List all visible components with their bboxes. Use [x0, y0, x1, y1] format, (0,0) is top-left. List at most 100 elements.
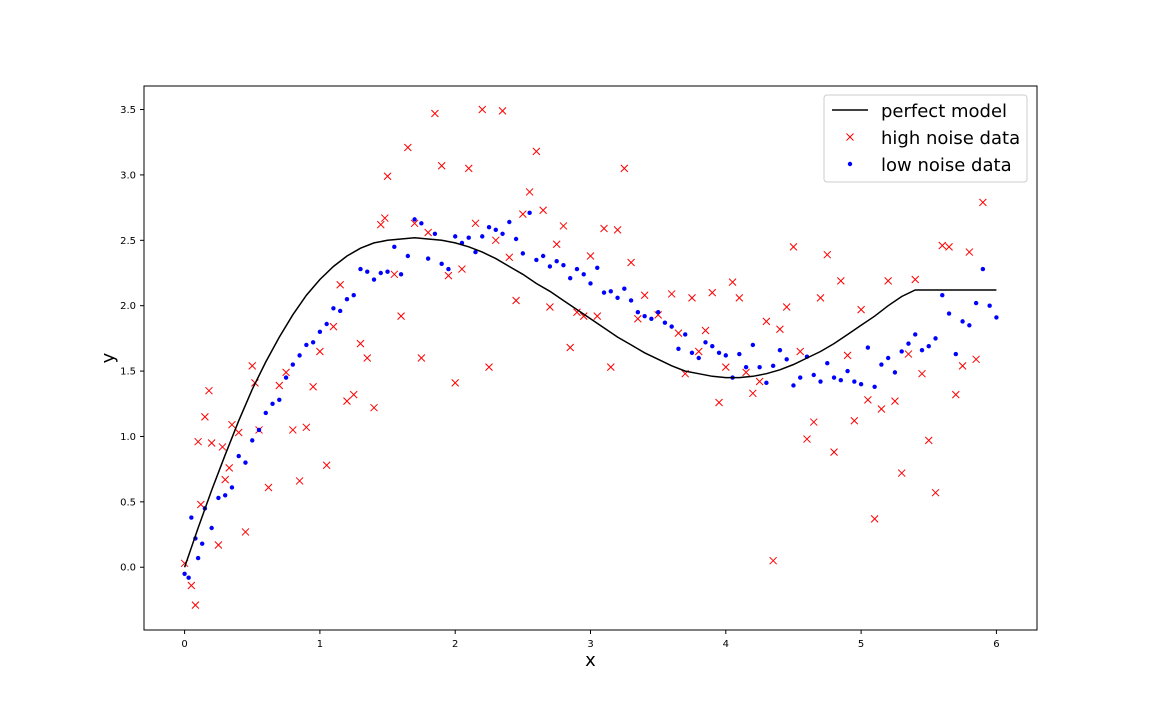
- high-noise-point: [424, 228, 432, 237]
- low-noise-point: [507, 219, 512, 225]
- low-noise-point: [919, 347, 925, 353]
- low-noise-point: [324, 321, 329, 327]
- low-noise-point: [186, 575, 191, 580]
- high-noise-point: [613, 225, 622, 234]
- low-noise-point: [845, 368, 850, 374]
- high-noise-point: [606, 363, 615, 372]
- y-tick-label: 2.5: [120, 236, 136, 247]
- high-noise-point: [931, 488, 940, 497]
- low-noise-point: [385, 269, 390, 274]
- high-noise-point: [573, 308, 581, 317]
- low-noise-point: [466, 235, 471, 240]
- high-noise-point: [228, 420, 236, 429]
- low-noise-point: [926, 344, 931, 349]
- low-noise-point: [195, 555, 201, 561]
- low-noise-point: [500, 231, 505, 236]
- high-noise-point: [187, 581, 196, 590]
- low-noise-point: [270, 401, 275, 406]
- low-noise-point: [649, 316, 654, 321]
- x-tick-label: 5: [858, 639, 864, 650]
- high-noise-point: [546, 303, 554, 311]
- high-noise-point: [864, 395, 872, 404]
- legend-dot-marker-swatch: [847, 161, 853, 167]
- low-noise-point: [216, 495, 221, 501]
- low-noise-point: [588, 281, 593, 286]
- high-noise-point: [336, 280, 345, 289]
- low-noise-point: [865, 345, 871, 350]
- low-noise-point: [290, 362, 296, 367]
- high-noise-point: [288, 426, 297, 434]
- high-noise-point: [600, 224, 608, 233]
- high-noise-point: [627, 258, 635, 267]
- series-1: [180, 105, 987, 610]
- high-noise-point: [532, 147, 541, 156]
- x-tick-label: 6: [993, 639, 999, 650]
- low-noise-point: [615, 295, 620, 301]
- low-noise-point: [655, 310, 661, 315]
- high-noise-point: [789, 242, 798, 251]
- low-noise-point: [683, 332, 688, 337]
- low-noise-point: [933, 336, 938, 341]
- high-noise-point: [322, 461, 331, 470]
- x-tick-label: 0: [181, 639, 187, 650]
- low-noise-point: [689, 350, 695, 355]
- high-noise-point: [225, 463, 234, 472]
- low-noise-point: [263, 410, 268, 416]
- low-noise-point: [777, 347, 783, 353]
- y-axis-ticks: 0.0 0.5 1.0 1.5 2.0 2.5 3.0 3.5: [120, 105, 144, 574]
- high-noise-point: [282, 368, 290, 377]
- high-noise-point: [397, 312, 405, 321]
- y-tick-label: 0.0: [120, 563, 136, 574]
- high-noise-point: [552, 240, 561, 249]
- high-noise-point: [376, 220, 385, 229]
- high-noise-point: [471, 219, 480, 228]
- legend-label-perfect-model: perfect model: [881, 101, 1007, 122]
- low-noise-point: [520, 251, 526, 256]
- high-noise-point: [843, 351, 852, 360]
- high-noise-point: [194, 437, 202, 446]
- high-noise-point: [755, 377, 764, 386]
- low-noise-point: [987, 303, 992, 308]
- high-noise-point: [972, 355, 980, 364]
- low-noise-point: [764, 380, 769, 386]
- high-noise-point: [958, 361, 967, 370]
- high-noise-point: [667, 290, 676, 298]
- high-noise-point: [938, 241, 947, 250]
- x-tick-label: 3: [587, 639, 593, 650]
- high-noise-point: [234, 428, 243, 437]
- high-noise-point: [593, 312, 602, 321]
- low-noise-point: [953, 351, 959, 357]
- low-noise-point: [344, 296, 350, 302]
- high-noise-point: [205, 386, 213, 395]
- low-noise-point: [838, 378, 844, 383]
- legend-label-high-noise: high noise data: [881, 128, 1020, 149]
- low-noise-point: [199, 541, 205, 546]
- high-noise-point: [586, 252, 595, 260]
- low-noise-point: [710, 344, 715, 349]
- high-noise-point: [823, 250, 832, 259]
- high-noise-point: [850, 416, 859, 425]
- low-noise-point: [405, 253, 411, 259]
- low-noise-point: [189, 515, 194, 520]
- low-noise-point: [791, 383, 796, 388]
- high-noise-point: [979, 198, 987, 207]
- low-noise-point: [973, 300, 979, 306]
- high-noise-point: [620, 164, 629, 173]
- low-noise-point: [608, 289, 613, 294]
- high-noise-point: [830, 448, 838, 457]
- high-noise-point: [201, 412, 209, 421]
- low-noise-point: [365, 269, 370, 274]
- low-noise-point: [310, 340, 316, 345]
- low-noise-point: [906, 341, 911, 346]
- low-noise-point: [222, 493, 228, 498]
- low-noise-point: [960, 319, 965, 324]
- high-noise-point: [491, 236, 500, 245]
- low-noise-point: [486, 225, 492, 230]
- high-noise-point: [877, 405, 886, 413]
- legend-box: [823, 94, 1028, 183]
- high-noise-point: [363, 354, 372, 362]
- x-tick-label: 2: [452, 639, 458, 650]
- low-noise-point: [798, 375, 803, 380]
- high-noise-point: [945, 242, 953, 251]
